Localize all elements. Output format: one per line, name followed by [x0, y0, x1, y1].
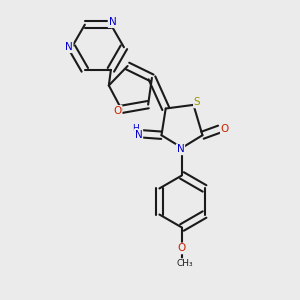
- Text: N: N: [109, 17, 116, 27]
- Text: O: O: [178, 243, 186, 254]
- Text: N: N: [135, 130, 142, 140]
- Text: S: S: [194, 98, 200, 107]
- Text: H: H: [132, 124, 139, 133]
- Text: N: N: [177, 144, 184, 154]
- Text: CH₃: CH₃: [177, 259, 194, 268]
- Text: O: O: [221, 124, 229, 134]
- Text: N: N: [65, 42, 73, 52]
- Text: O: O: [113, 106, 122, 116]
